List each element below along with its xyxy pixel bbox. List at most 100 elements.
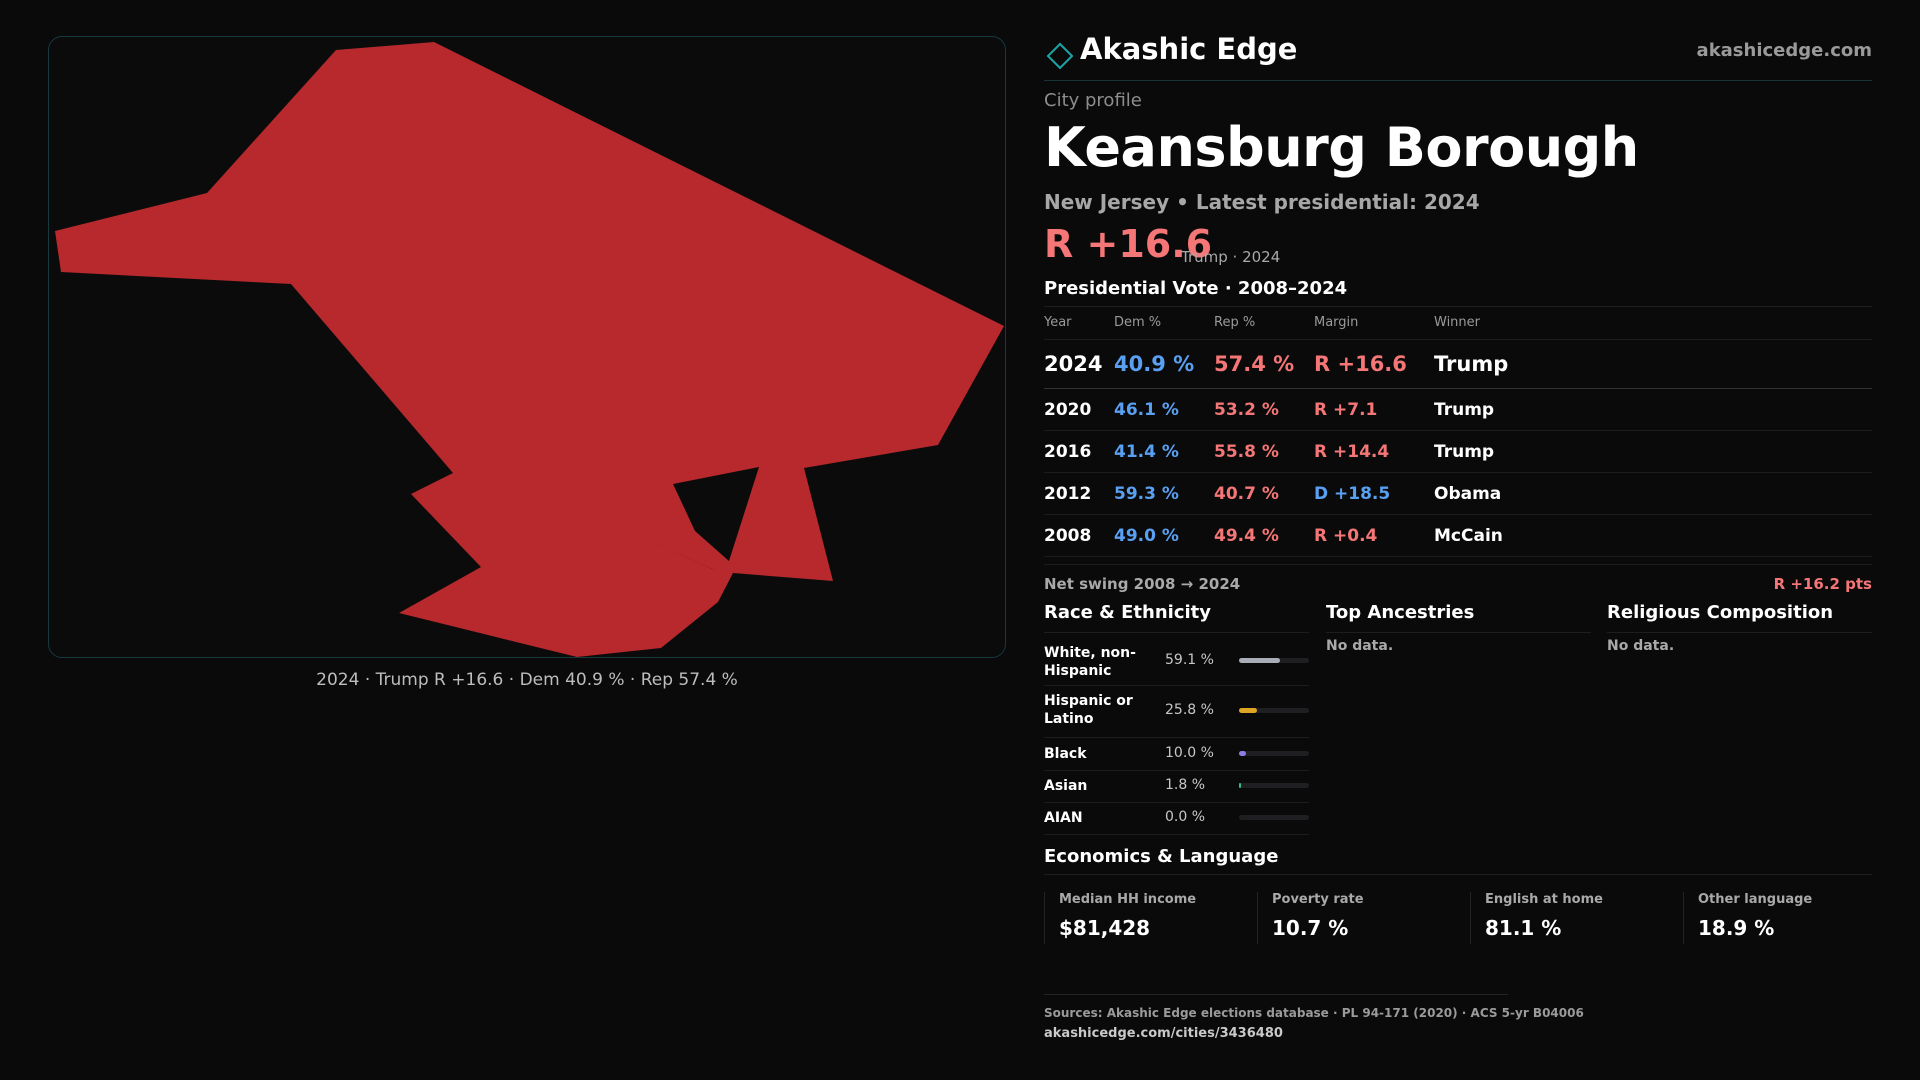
- diamond-logo-icon: [1046, 42, 1074, 70]
- race-label: Asian: [1044, 778, 1088, 794]
- row-winner: McCain: [1434, 526, 1503, 546]
- row-rep-pct: 53.2 %: [1214, 400, 1279, 420]
- header-winner[interactable]: Winner: [1434, 315, 1481, 330]
- brand-name[interactable]: Akashic Edge: [1080, 32, 1298, 66]
- latest-margin-note: Trump · 2024: [1181, 248, 1281, 266]
- profile-label: City profile: [1044, 90, 1142, 111]
- page-url-link[interactable]: akashicedge.com/cities/3436480: [1044, 1026, 1283, 1041]
- divider: [1326, 632, 1591, 633]
- table-row[interactable]: 2020 46.1 % 53.2 % R +7.1 Trump: [1044, 389, 1872, 431]
- divider: [1044, 874, 1872, 875]
- row-winner: Trump: [1434, 442, 1495, 462]
- row-dem-pct: 49.0 %: [1114, 526, 1179, 546]
- race-ethnicity-list: White, non-Hispanic 59.1 % Hispanic or L…: [1044, 634, 1309, 835]
- stat-other-language: Other language 18.9 %: [1683, 892, 1896, 944]
- table-row[interactable]: 2016 41.4 % 55.8 % R +14.4 Trump: [1044, 431, 1872, 473]
- table-row[interactable]: 2024 40.9 % 57.4 % R +16.6 Trump: [1044, 340, 1872, 389]
- stat-value: 18.9 %: [1698, 916, 1775, 940]
- net-swing-label: Net swing 2008 → 2024: [1044, 575, 1241, 593]
- row-margin: R +16.6: [1314, 352, 1407, 376]
- stat-label: English at home: [1485, 892, 1603, 907]
- row-rep-pct: 57.4 %: [1214, 352, 1295, 376]
- race-pct: 25.8 %: [1165, 702, 1214, 718]
- race-pct: 59.1 %: [1165, 652, 1214, 668]
- race-pct: 10.0 %: [1165, 745, 1214, 761]
- row-rep-pct: 40.7 %: [1214, 484, 1279, 504]
- row-year: 2020: [1044, 400, 1092, 420]
- page-subtitle: New Jersey • Latest presidential: 2024: [1044, 190, 1480, 214]
- brand-url-link[interactable]: akashicedge.com: [1696, 40, 1872, 61]
- table-header: Year Dem % Rep % Margin Winner: [1044, 306, 1872, 340]
- table-row[interactable]: 2008 49.0 % 49.4 % R +0.4 McCain: [1044, 515, 1872, 557]
- row-dem-pct: 46.1 %: [1114, 400, 1179, 420]
- row-margin: R +0.4: [1314, 526, 1378, 546]
- stat-english-at-home: English at home 81.1 %: [1470, 892, 1683, 944]
- city-boundary-shape[interactable]: [55, 42, 1004, 657]
- stat-value: $81,428: [1059, 916, 1151, 940]
- stat-median-income: Median HH income $81,428: [1044, 892, 1257, 944]
- row-winner: Trump: [1434, 400, 1495, 420]
- race-pct: 1.8 %: [1165, 777, 1206, 793]
- race-bar-fill: [1239, 708, 1258, 713]
- header-rep[interactable]: Rep %: [1214, 315, 1256, 330]
- list-item: Hispanic or Latino 25.8 %: [1044, 686, 1309, 738]
- row-rep-pct: 55.8 %: [1214, 442, 1279, 462]
- latest-margin: R +16.6: [1044, 222, 1213, 266]
- list-item: White, non-Hispanic 59.1 %: [1044, 634, 1309, 686]
- row-rep-pct: 49.4 %: [1214, 526, 1279, 546]
- map-caption: 2024 · Trump R +16.6 · Dem 40.9 % · Rep …: [316, 670, 738, 690]
- row-year: 2024: [1044, 352, 1103, 376]
- divider: [1044, 994, 1508, 995]
- row-year: 2012: [1044, 484, 1092, 504]
- row-dem-pct: 41.4 %: [1114, 442, 1179, 462]
- race-bar-track: [1239, 751, 1309, 756]
- row-dem-pct: 40.9 %: [1114, 352, 1195, 376]
- race-pct: 0.0 %: [1165, 809, 1206, 825]
- race-label: White, non-Hispanic: [1044, 645, 1136, 679]
- sources-note: Sources: Akashic Edge elections database…: [1044, 1006, 1584, 1020]
- row-winner: Trump: [1434, 352, 1509, 376]
- stat-poverty-rate: Poverty rate 10.7 %: [1257, 892, 1470, 944]
- header-dem[interactable]: Dem %: [1114, 315, 1162, 330]
- race-bar-track: [1239, 783, 1309, 788]
- stat-value: 81.1 %: [1485, 916, 1562, 940]
- race-label: Hispanic or Latino: [1044, 693, 1133, 727]
- religion-empty: No data.: [1607, 638, 1675, 654]
- race-ethnicity-title: Race & Ethnicity: [1044, 602, 1211, 623]
- religious-composition-title: Religious Composition: [1607, 602, 1834, 623]
- race-bar-fill: [1239, 751, 1246, 756]
- header-margin[interactable]: Margin: [1314, 315, 1359, 330]
- race-bar-track: [1239, 658, 1309, 663]
- list-item: Asian 1.8 %: [1044, 771, 1309, 803]
- row-year: 2016: [1044, 442, 1092, 462]
- race-bar-track: [1239, 708, 1309, 713]
- stat-label: Poverty rate: [1272, 892, 1364, 907]
- city-map[interactable]: [48, 36, 1006, 658]
- ancestries-empty: No data.: [1326, 638, 1394, 654]
- divider: [1607, 632, 1872, 633]
- list-item: Black 10.0 %: [1044, 738, 1309, 771]
- city-boundary-map: [55, 42, 1004, 657]
- row-dem-pct: 59.3 %: [1114, 484, 1179, 504]
- net-swing-value: R +16.2 pts: [1773, 575, 1872, 593]
- row-margin: R +14.4: [1314, 442, 1390, 462]
- stat-label: Other language: [1698, 892, 1813, 907]
- table-row[interactable]: 2012 59.3 % 40.7 % D +18.5 Obama: [1044, 473, 1872, 515]
- economics-language-title: Economics & Language: [1044, 846, 1279, 867]
- presidential-vote-table: Year Dem % Rep % Margin Winner 2024 40.9…: [1044, 306, 1872, 557]
- net-swing: Net swing 2008 → 2024 R +16.2 pts: [1044, 564, 1872, 598]
- race-bar-fill: [1239, 658, 1281, 663]
- row-year: 2008: [1044, 526, 1092, 546]
- race-bar-track: [1239, 815, 1309, 820]
- page-title: Keansburg Borough: [1044, 116, 1639, 179]
- presidential-vote-title: Presidential Vote · 2008–2024: [1044, 278, 1348, 299]
- race-label: AIAN: [1044, 810, 1083, 826]
- top-ancestries-title: Top Ancestries: [1326, 602, 1475, 623]
- divider: [1044, 632, 1309, 633]
- stat-label: Median HH income: [1059, 892, 1197, 907]
- race-bar-fill: [1239, 783, 1242, 788]
- stat-value: 10.7 %: [1272, 916, 1349, 940]
- row-margin: D +18.5: [1314, 484, 1391, 504]
- header-year[interactable]: Year: [1044, 315, 1072, 330]
- row-winner: Obama: [1434, 484, 1502, 504]
